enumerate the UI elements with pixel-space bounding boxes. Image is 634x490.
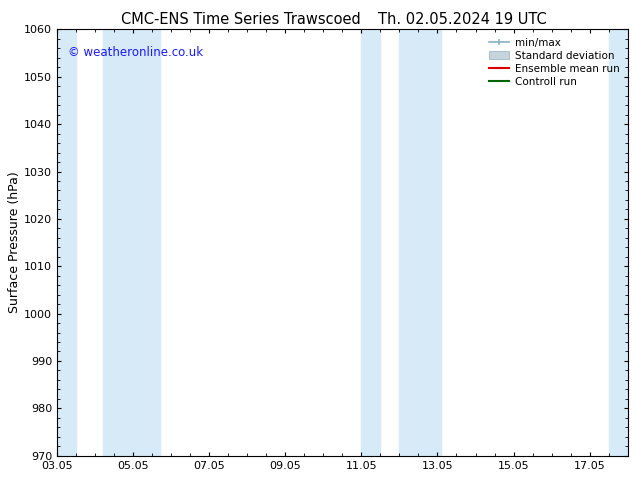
Bar — [103, 29, 160, 456]
Bar — [57, 29, 76, 456]
Bar — [361, 29, 380, 456]
Y-axis label: Surface Pressure (hPa): Surface Pressure (hPa) — [8, 172, 22, 314]
Text: CMC-ENS Time Series Trawscoed: CMC-ENS Time Series Trawscoed — [121, 12, 361, 27]
Text: © weatheronline.co.uk: © weatheronline.co.uk — [68, 47, 204, 59]
Bar — [609, 29, 628, 456]
Bar — [399, 29, 441, 456]
Text: Th. 02.05.2024 19 UTC: Th. 02.05.2024 19 UTC — [378, 12, 547, 27]
Legend: min/max, Standard deviation, Ensemble mean run, Controll run: min/max, Standard deviation, Ensemble me… — [486, 35, 623, 90]
